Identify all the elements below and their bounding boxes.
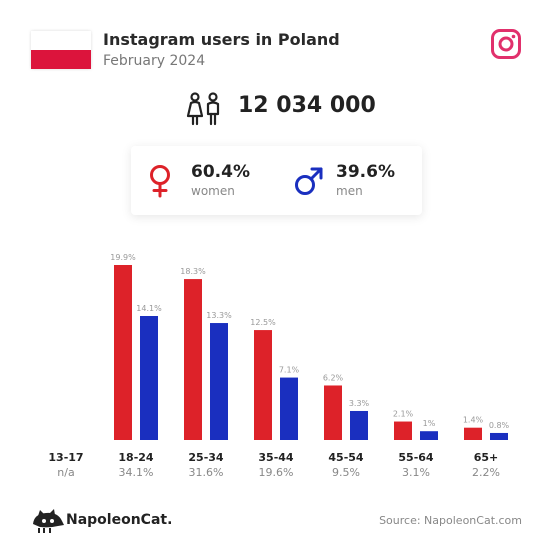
category-total-45-54: 9.5% xyxy=(332,466,360,479)
data-label-women-35-44: 12.5% xyxy=(250,318,276,327)
category-total-35-44: 19.6% xyxy=(259,466,294,479)
bar-men-45-54 xyxy=(350,410,368,440)
bar-women-65+ xyxy=(464,427,482,440)
bar-women-55-64 xyxy=(394,421,412,440)
data-label-women-45-54: 6.2% xyxy=(323,373,344,382)
category-total-65+: 2.2% xyxy=(472,466,500,479)
data-label-men-65+: 0.8% xyxy=(489,421,510,430)
category-label-25-34: 25-34 xyxy=(188,451,224,464)
gender-split-panel: 60.4% women 39.6% men xyxy=(131,146,422,215)
category-label-18-24: 18-24 xyxy=(118,451,154,464)
napoleoncat-logo-icon xyxy=(33,509,64,533)
data-label-men-25-34: 13.3% xyxy=(206,311,232,320)
chart-title: Instagram users in Poland xyxy=(103,30,340,49)
category-total-13-17: n/a xyxy=(57,466,74,479)
bar-men-35-44 xyxy=(280,377,298,440)
category-label-65+: 65+ xyxy=(474,451,499,464)
bar-men-18-24 xyxy=(140,316,158,440)
brand-name: NapoleonCat. xyxy=(66,512,173,528)
source-note: Source: NapoleonCat.com xyxy=(379,514,522,527)
data-label-women-55-64: 2.1% xyxy=(393,410,414,419)
data-label-men-55-64: 1% xyxy=(423,419,436,428)
instagram-icon xyxy=(491,29,521,59)
bar-women-35-44 xyxy=(254,330,272,440)
bar-women-45-54 xyxy=(324,385,342,440)
women-label: women xyxy=(191,184,235,198)
data-label-women-25-34: 18.3% xyxy=(180,267,206,276)
female-symbol-icon xyxy=(150,165,170,198)
male-symbol-icon xyxy=(295,167,323,195)
users-icon xyxy=(186,92,220,126)
bar-men-65+ xyxy=(490,432,508,440)
data-label-men-45-54: 3.3% xyxy=(349,399,370,408)
category-total-25-34: 31.6% xyxy=(189,466,224,479)
data-label-men-35-44: 7.1% xyxy=(279,366,300,375)
poland-flag-icon xyxy=(31,31,91,69)
women-percentage: 60.4% xyxy=(191,162,250,182)
data-label-women-65+: 1.4% xyxy=(463,416,484,425)
category-total-18-24: 34.1% xyxy=(119,466,154,479)
total-users-count: 12 034 000 xyxy=(238,93,376,118)
infographic-card xyxy=(4,4,548,548)
bar-men-55-64 xyxy=(420,431,438,440)
category-total-55-64: 3.1% xyxy=(402,466,430,479)
bar-women-25-34 xyxy=(184,279,202,440)
bar-women-18-24 xyxy=(114,265,132,440)
category-label-13-17: 13-17 xyxy=(48,451,83,464)
data-label-women-18-24: 19.9% xyxy=(110,253,136,262)
category-label-35-44: 35-44 xyxy=(258,451,294,464)
category-label-45-54: 45-54 xyxy=(328,451,364,464)
bar-men-25-34 xyxy=(210,323,228,440)
data-label-men-18-24: 14.1% xyxy=(136,304,162,313)
men-percentage: 39.6% xyxy=(336,162,395,182)
chart-subtitle: February 2024 xyxy=(103,53,206,69)
category-label-55-64: 55-64 xyxy=(398,451,434,464)
men-label: men xyxy=(336,184,363,198)
